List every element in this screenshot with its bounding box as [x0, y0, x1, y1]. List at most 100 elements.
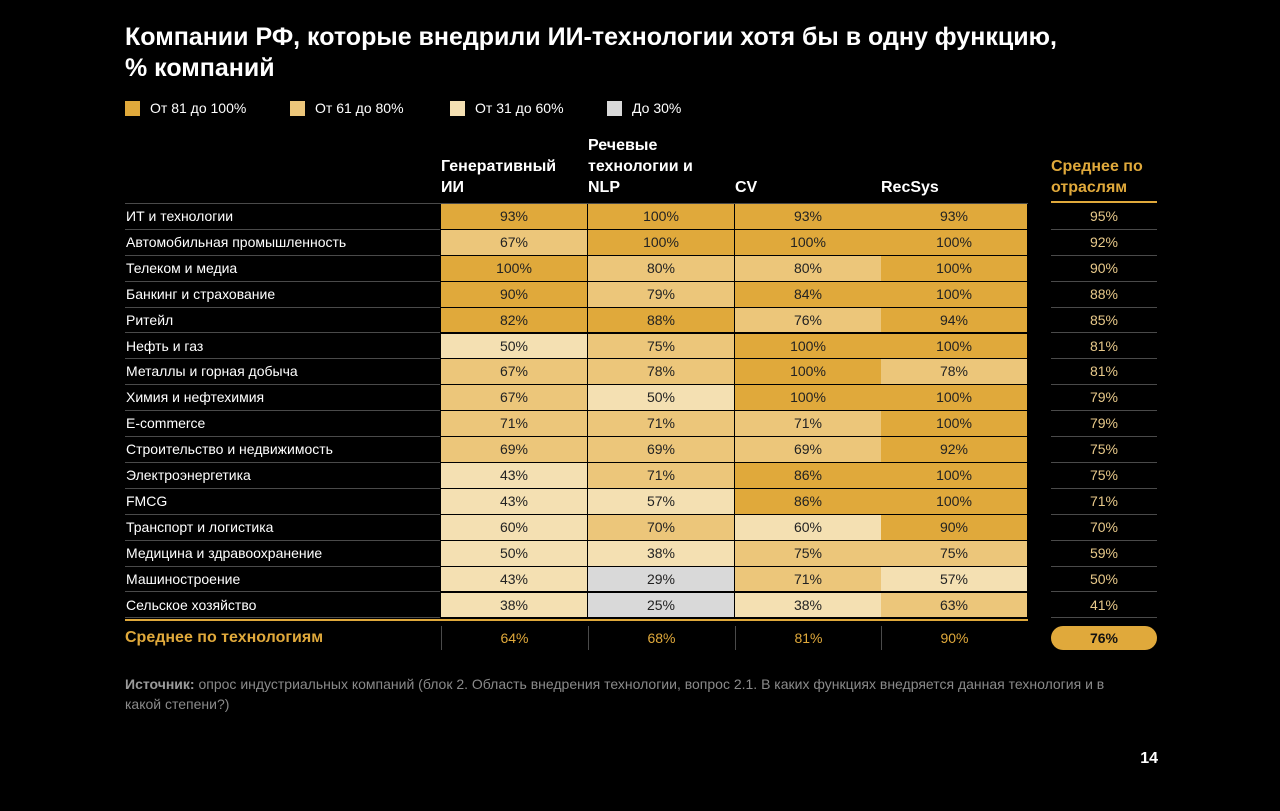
legend-label: До 30%	[632, 100, 682, 116]
cell: 100%	[735, 333, 881, 359]
cell: 100%	[735, 359, 881, 385]
cell: 63%	[881, 592, 1027, 618]
cell: 90%	[881, 514, 1027, 540]
cell: 93%	[441, 204, 587, 229]
cell: 92%	[881, 437, 1027, 462]
source-label: Источник:	[125, 676, 195, 692]
footer-rule	[125, 619, 1028, 622]
row-label: Банкинг и страхование	[125, 282, 440, 308]
row-average: 70%	[1051, 515, 1157, 541]
row-label: Телеком и медиа	[125, 256, 440, 282]
cell: 71%	[735, 411, 881, 437]
row-label: Сельское хозяйство	[125, 593, 440, 619]
cell: 84%	[735, 281, 881, 307]
cell: 82%	[441, 307, 587, 333]
cell: 50%	[588, 385, 734, 411]
cell: 71%	[441, 411, 587, 437]
cell: 78%	[588, 359, 734, 385]
row-label: Транспорт и логистика	[125, 515, 440, 541]
page-number: 14	[1140, 750, 1158, 767]
footer-value: 90%	[881, 626, 1027, 651]
footer-label: Среднее по технологиям	[125, 629, 324, 647]
cell: 76%	[735, 307, 881, 333]
column-header: Генеративный ИИ	[441, 158, 557, 196]
cell: 70%	[588, 514, 734, 540]
row-average: 81%	[1051, 359, 1157, 386]
cell: 43%	[441, 488, 587, 514]
row-label: Строительство и недвижимость	[125, 437, 440, 463]
row-average: 50%	[1051, 567, 1157, 593]
cell: 71%	[735, 566, 881, 592]
cell: 93%	[735, 204, 881, 229]
cell: 80%	[588, 255, 734, 281]
cell: 60%	[441, 514, 587, 540]
cell: 79%	[588, 281, 734, 307]
column-header: RecSys	[881, 179, 939, 196]
legend-swatch	[125, 101, 140, 116]
cell: 43%	[441, 463, 587, 488]
row-average: 79%	[1051, 411, 1157, 438]
footer-value: 68%	[588, 626, 734, 651]
legend-label: От 61 до 80%	[315, 100, 404, 116]
row-label: E-commerce	[125, 411, 440, 438]
footer-value: 81%	[735, 626, 881, 651]
legend-swatch	[607, 101, 622, 116]
legend-swatch	[450, 101, 465, 116]
cell: 100%	[735, 229, 881, 255]
footer-value: 64%	[441, 626, 587, 651]
cell: 25%	[588, 592, 734, 618]
cell: 29%	[588, 566, 734, 592]
cell: 100%	[881, 281, 1027, 307]
cell: 90%	[441, 281, 587, 307]
title: Компании РФ, которые внедрили ИИ-техноло…	[125, 23, 1057, 82]
cell: 80%	[735, 255, 881, 281]
cell: 100%	[881, 411, 1027, 437]
cell: 43%	[441, 566, 587, 592]
cell: 78%	[881, 359, 1027, 385]
source-text: опрос индустриальных компаний (блок 2. О…	[125, 676, 1105, 712]
footer-average: 76%	[1051, 626, 1157, 651]
cell: 100%	[588, 204, 734, 229]
row-label: Химия и нефтехимия	[125, 385, 440, 412]
row-label: Электроэнергетика	[125, 463, 440, 489]
row-label: FMCG	[125, 489, 440, 515]
cell: 100%	[881, 463, 1027, 488]
row-average: 95%	[1051, 204, 1157, 230]
row-label: ИТ и технологии	[125, 204, 440, 230]
row-average: 75%	[1051, 463, 1157, 489]
row-average: 81%	[1051, 334, 1157, 360]
row-label: Нефть и газ	[125, 334, 440, 360]
row-average: 88%	[1051, 282, 1157, 308]
row-average: 90%	[1051, 256, 1157, 282]
cell: 100%	[441, 255, 587, 281]
row-label: Металлы и горная добыча	[125, 359, 440, 386]
cell: 75%	[735, 540, 881, 566]
legend-label: От 81 до 100%	[150, 100, 247, 116]
cell: 71%	[588, 463, 734, 488]
cell: 100%	[735, 385, 881, 411]
row-label: Автомобильная промышленность	[125, 230, 440, 256]
column-header: CV	[735, 179, 758, 196]
row-average: 79%	[1051, 385, 1157, 412]
column-header: Речевые технологии и NLP	[588, 137, 693, 196]
cell: 100%	[881, 255, 1027, 281]
cell: 38%	[441, 592, 587, 618]
cell: 50%	[441, 540, 587, 566]
cell: 67%	[441, 229, 587, 255]
cell: 86%	[735, 488, 881, 514]
cell: 60%	[735, 514, 881, 540]
row-average: 59%	[1051, 541, 1157, 567]
cell: 100%	[588, 229, 734, 255]
average-header-rule	[1051, 201, 1157, 203]
cell: 100%	[881, 385, 1027, 411]
source: Источник: опрос индустриальных компаний …	[125, 674, 1135, 714]
cell: 75%	[588, 333, 734, 359]
cell: 86%	[735, 463, 881, 488]
cell: 69%	[441, 437, 587, 462]
row-label: Ритейл	[125, 308, 440, 334]
cell: 100%	[881, 333, 1027, 359]
cell: 94%	[881, 307, 1027, 333]
cell: 69%	[588, 437, 734, 462]
cell: 88%	[588, 307, 734, 333]
